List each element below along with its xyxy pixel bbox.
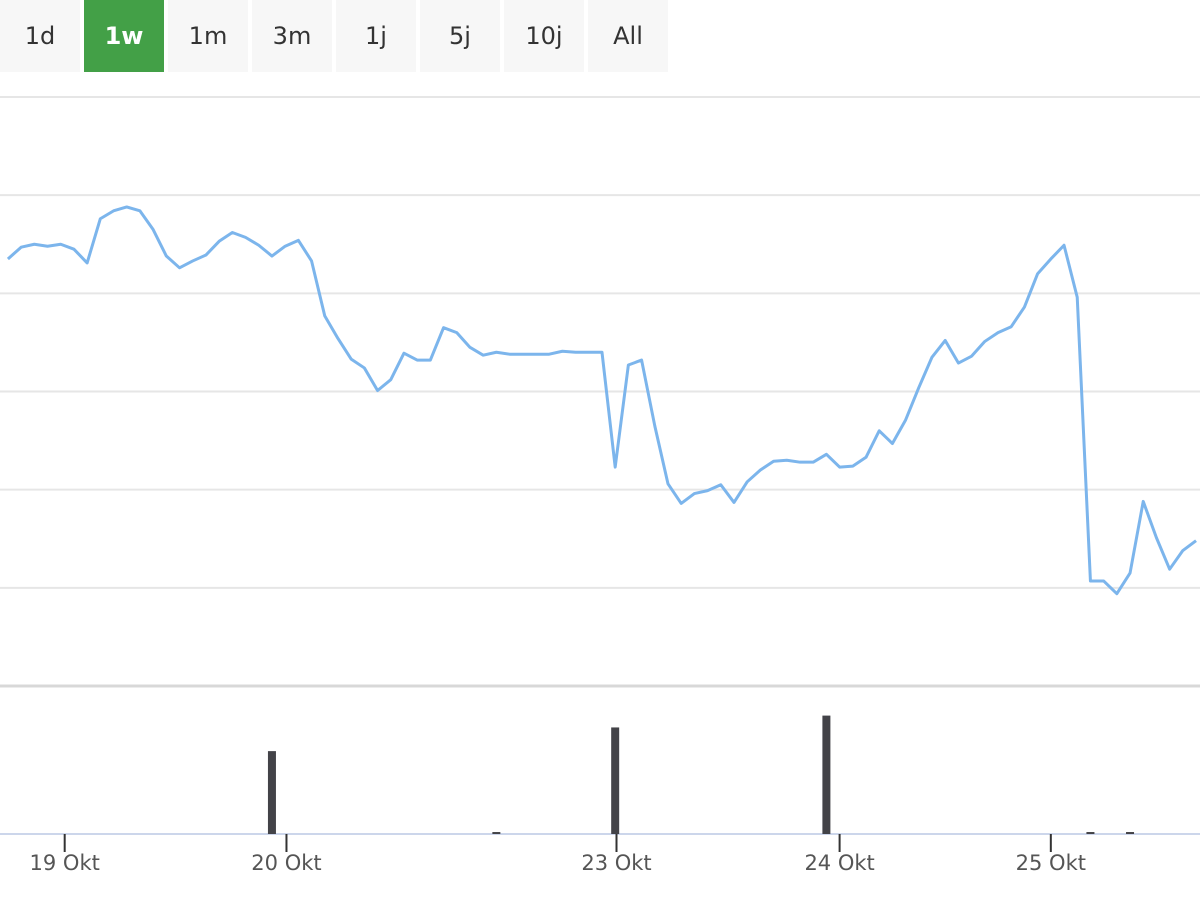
range-button[interactable]: 10j: [504, 0, 584, 72]
volume-bar: [822, 715, 831, 834]
x-tick-label: 19 Okt: [30, 851, 100, 875]
volume-bar: [267, 751, 276, 834]
volume-bar: [611, 727, 620, 834]
x-tick-label: 25 Okt: [1016, 851, 1086, 875]
range-selector: 1d 1w 1m 3m 1j 5j 10j All: [0, 0, 668, 72]
volume-bar: [1086, 832, 1095, 834]
x-tick-label: 23 Okt: [581, 851, 651, 875]
range-button[interactable]: 1d: [0, 0, 80, 72]
volume-bar: [1126, 832, 1135, 834]
range-button[interactable]: 5j: [420, 0, 500, 72]
volume-bar: [492, 832, 501, 834]
x-tick-label: 24 Okt: [804, 851, 874, 875]
range-button[interactable]: 1j: [336, 0, 416, 72]
price-line: [6, 205, 1197, 596]
range-button[interactable]: 3m: [252, 0, 332, 72]
x-tick-label: 20 Okt: [251, 851, 321, 875]
range-button[interactable]: 1w: [84, 0, 164, 72]
range-button[interactable]: All: [588, 0, 668, 72]
range-button[interactable]: 1m: [168, 0, 248, 72]
